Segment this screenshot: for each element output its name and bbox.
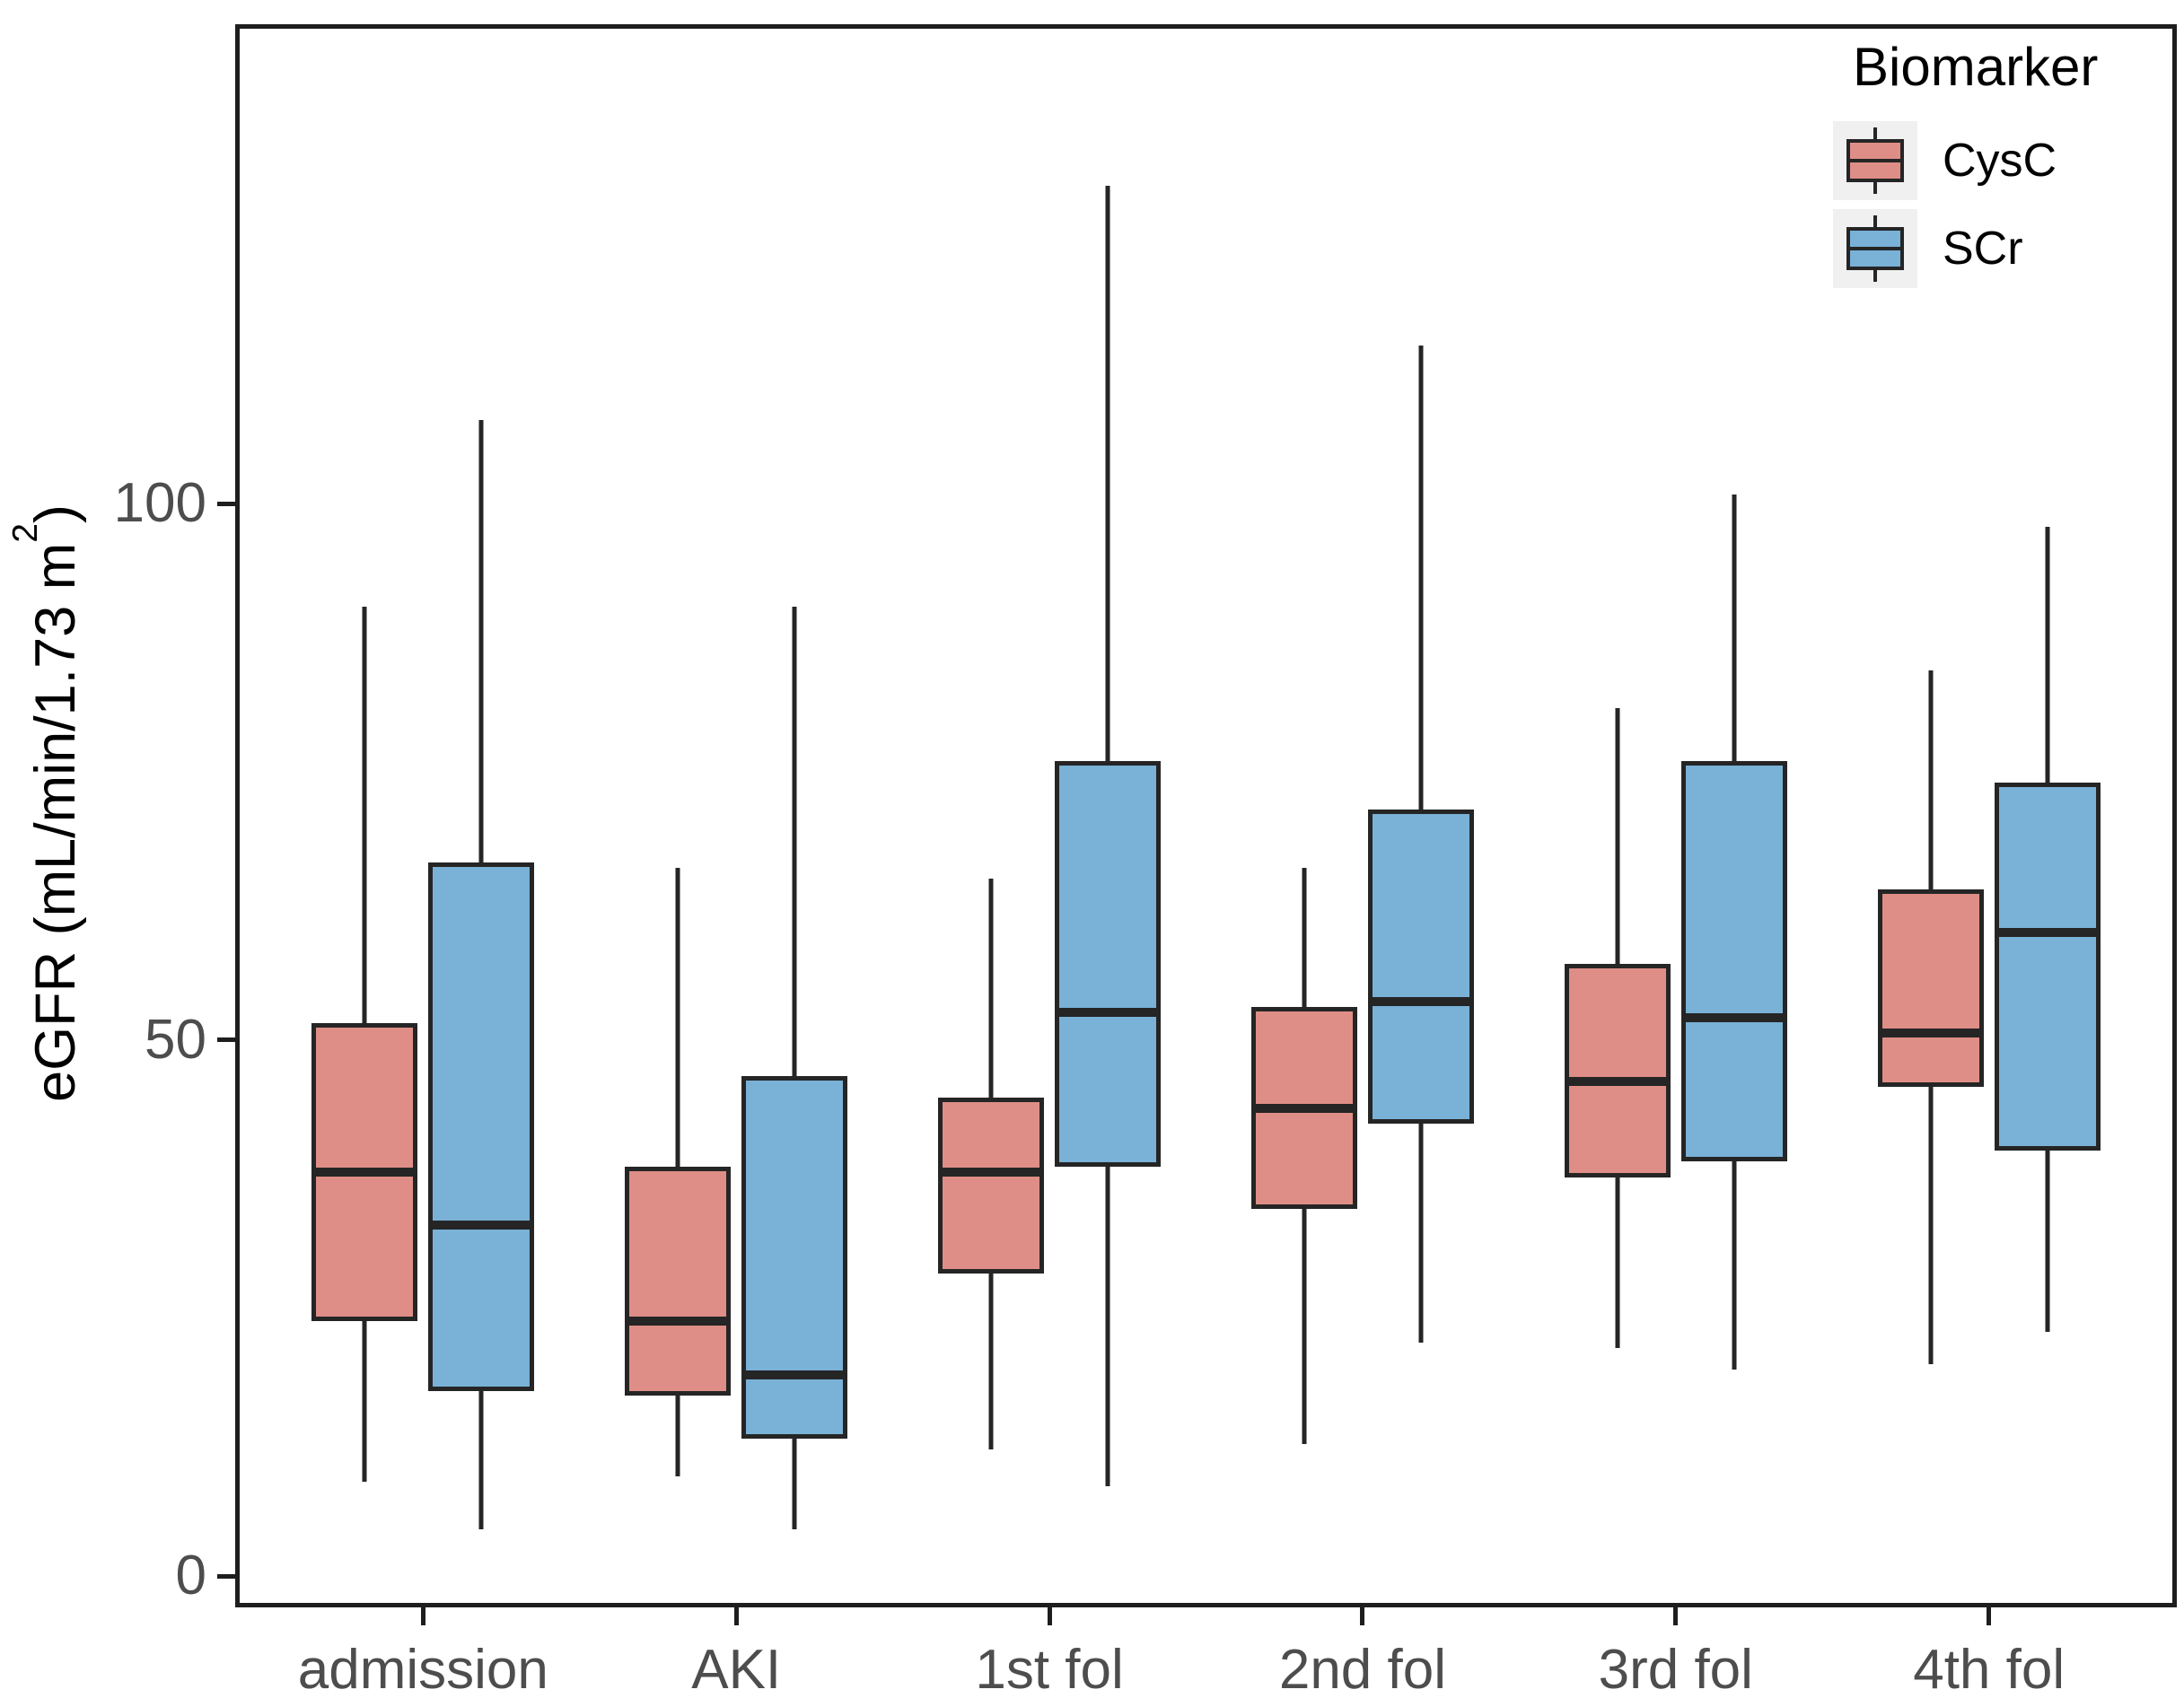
x-tick-label-0: admission (297, 1639, 548, 1701)
median-line-CysC-5 (1877, 1029, 1984, 1038)
y-tick-label-0: 0 (175, 1545, 206, 1607)
x-tick-mark-5 (1987, 1607, 1992, 1625)
median-line-SCr-1 (741, 1370, 848, 1379)
box-SCr-5 (1994, 783, 2101, 1151)
median-line-CysC-3 (1250, 1103, 1357, 1113)
median-line-SCr-4 (1680, 1012, 1787, 1022)
y-tick-mark-0 (217, 1573, 235, 1579)
whisker-SCr-1 (792, 607, 797, 1529)
x-tick-label-2: 1st fol (975, 1639, 1124, 1701)
box-CysC-5 (1877, 889, 1984, 1087)
x-tick-label-1: AKI (691, 1639, 782, 1701)
legend-items: CysC SCr (1833, 121, 2098, 288)
x-tick-mark-0 (420, 1607, 425, 1625)
legend-key-median (1846, 159, 1904, 162)
box-CysC-2 (938, 1097, 1045, 1274)
x-tick-mark-2 (1047, 1607, 1052, 1625)
plot-panel (235, 24, 2177, 1607)
legend-key-boxplot-icon (1833, 209, 1917, 288)
x-tick-label-3: 2nd fol (1278, 1639, 1446, 1701)
x-tick-mark-1 (733, 1607, 739, 1625)
legend: Biomarker CysC SCr (1833, 36, 2098, 297)
x-tick-label-5: 4th fol (1913, 1639, 2066, 1701)
box-SCr-4 (1680, 761, 1787, 1162)
legend-item-label: SCr (1943, 223, 2023, 275)
x-tick-label-4: 3rd fol (1598, 1639, 1753, 1701)
median-line-SCr-2 (1055, 1007, 1162, 1017)
legend-item-label: CysC (1943, 135, 2057, 187)
x-tick-mark-4 (1673, 1607, 1679, 1625)
legend-item-CysC: CysC (1833, 121, 2098, 200)
legend-key-median (1846, 247, 1904, 250)
median-line-CysC-1 (625, 1317, 732, 1326)
median-line-SCr-3 (1367, 996, 1474, 1006)
legend-key-boxplot-icon (1833, 121, 1917, 200)
median-line-SCr-0 (428, 1221, 535, 1230)
box-SCr-2 (1055, 761, 1162, 1167)
x-tick-mark-3 (1360, 1607, 1365, 1625)
median-line-SCr-5 (1994, 927, 2101, 937)
median-line-CysC-0 (311, 1167, 418, 1177)
legend-item-SCr: SCr (1833, 209, 2098, 288)
box-SCr-3 (1367, 809, 1474, 1125)
y-tick-label-100: 100 (113, 472, 206, 535)
y-tick-label-50: 50 (145, 1008, 206, 1071)
legend-title: Biomarker (1853, 37, 2099, 97)
box-SCr-1 (741, 1075, 848, 1439)
box-CysC-1 (625, 1166, 732, 1396)
box-CysC-4 (1564, 964, 1671, 1177)
y-tick-mark-100 (217, 501, 235, 506)
box-SCr-0 (428, 862, 535, 1391)
median-line-CysC-2 (938, 1167, 1045, 1177)
y-tick-mark-50 (217, 1037, 235, 1043)
median-line-CysC-4 (1564, 1076, 1671, 1086)
